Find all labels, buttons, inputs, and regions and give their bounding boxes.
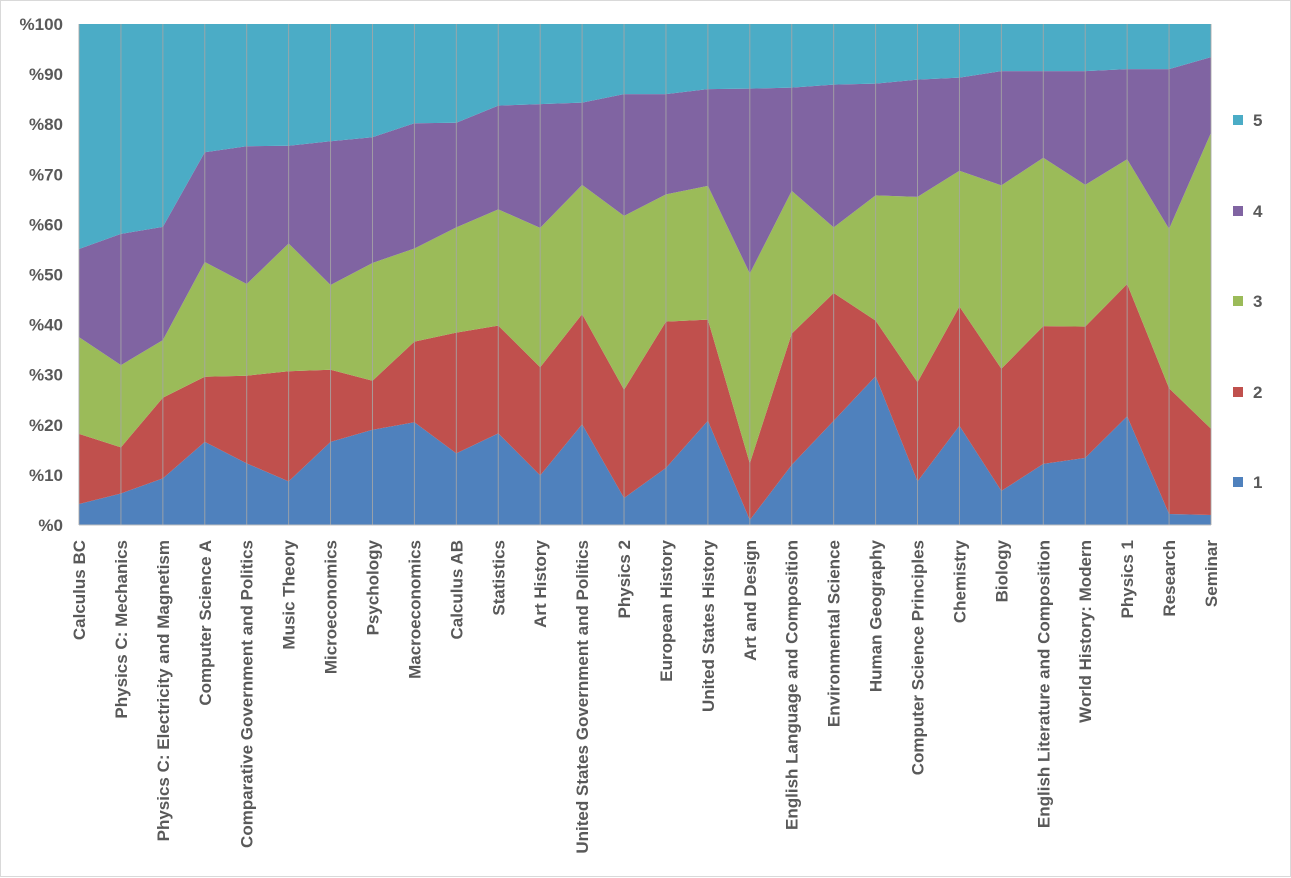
legend-label-3: 3 [1253, 292, 1262, 311]
x-tick-label: Statistics [489, 540, 508, 616]
x-tick-label: Chemistry [950, 539, 969, 623]
x-tick-label: Physics 1 [1118, 540, 1137, 618]
x-tick-label: Environmental Science [825, 540, 844, 727]
x-tick-label: Physics 2 [615, 540, 634, 618]
x-tick-label: Human Geography [867, 539, 886, 692]
x-tick-label: Macroeconomics [405, 540, 424, 679]
legend-swatch-3 [1233, 296, 1243, 306]
x-tick-label: Physics C: Electricity and Magnetism [154, 540, 173, 841]
legend-label-5: 5 [1253, 111, 1262, 130]
y-tick-label: %50 [29, 266, 63, 285]
x-tick-label: Psychology [363, 539, 382, 635]
x-tick-label: Computer Science A [196, 540, 215, 706]
x-tick-label: European History [657, 539, 676, 681]
x-tick-label: Music Theory [280, 539, 299, 649]
x-tick-label: Art and Design [741, 540, 760, 661]
series-areas [79, 24, 1211, 525]
x-tick-label: World History: Modern [1076, 540, 1095, 723]
x-tick-label: Biology [992, 539, 1011, 602]
x-tick-label: Comparative Government and Politics [238, 540, 257, 848]
y-tick-label: %80 [29, 115, 63, 134]
area-series-2 [79, 284, 1211, 520]
x-tick-label: Research [1160, 540, 1179, 617]
y-tick-label: %0 [38, 516, 63, 535]
x-tick-label: Microeconomics [322, 540, 341, 674]
legend-label-4: 4 [1253, 202, 1263, 221]
legend: 1 2 3 4 5 [1233, 111, 1263, 492]
y-tick-label: %90 [29, 65, 63, 84]
area-series-5 [79, 24, 1211, 249]
legend-swatch-1 [1233, 477, 1243, 487]
x-tick-label: Art History [531, 539, 550, 627]
x-tick-label: English Language and Composition [783, 540, 802, 830]
legend-label-1: 1 [1253, 473, 1262, 492]
x-tick-label: Computer Science Principles [909, 540, 928, 775]
legend-label-2: 2 [1253, 383, 1262, 402]
x-tick-label: Seminar [1202, 540, 1221, 607]
x-axis-tick-labels: Calculus BC Physics C: Mechanics Physics C… [70, 539, 1221, 853]
vertical-gridlines [78, 24, 1212, 526]
x-tick-label: United States History [699, 539, 718, 711]
y-tick-label: %20 [29, 416, 63, 435]
legend-swatch-4 [1233, 206, 1243, 216]
y-tick-label: %10 [29, 466, 63, 485]
x-tick-label: United States Government and Politics [573, 540, 592, 854]
y-tick-label: %60 [29, 215, 63, 234]
y-tick-label: %100 [20, 15, 63, 34]
legend-swatch-2 [1233, 387, 1243, 397]
legend-swatch-5 [1233, 115, 1243, 125]
area-series-4 [79, 57, 1211, 366]
x-tick-label: Calculus AB [447, 540, 466, 640]
area-series-1 [79, 376, 1211, 525]
x-tick-label: Physics C: Mechanics [112, 540, 131, 719]
y-tick-label: %70 [29, 165, 63, 184]
x-tick-label: Calculus BC [70, 540, 89, 640]
y-tick-label: %30 [29, 366, 63, 385]
x-tick-label: English Literature and Composition [1034, 540, 1053, 828]
y-axis-tick-labels: %0 %10 %20 %30 %40 %50 %60 %70 %80 %90 %100 [20, 15, 63, 535]
area-series-3 [79, 132, 1211, 464]
y-tick-label: %40 [29, 316, 63, 335]
